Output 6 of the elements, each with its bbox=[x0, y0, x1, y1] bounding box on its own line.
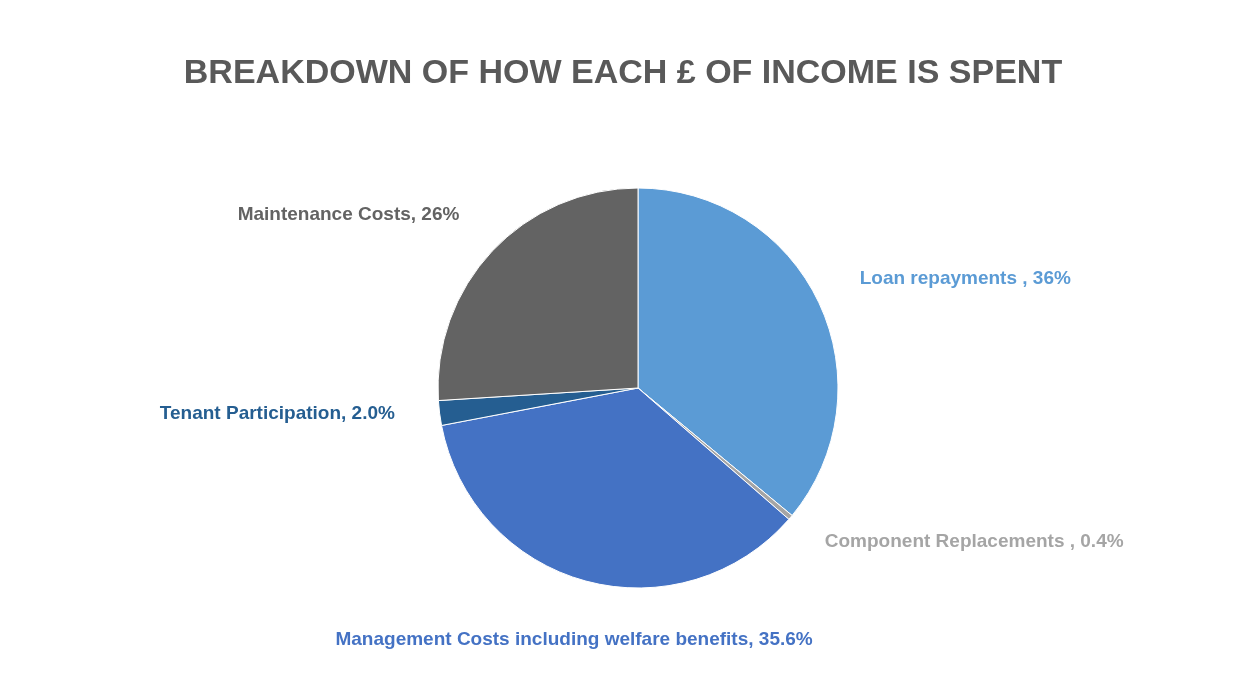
chart-title: BREAKDOWN OF HOW EACH £ OF INCOME IS SPENT bbox=[183, 52, 1063, 90]
slice-label: Management Costs including welfare benefits, 35.6% bbox=[335, 627, 813, 649]
slice-label: Tenant Participation, 2.0% bbox=[159, 401, 396, 423]
slice-label: Component Replacements , 0.4% bbox=[824, 529, 1124, 551]
slice-label: Maintenance Costs, 26% bbox=[237, 203, 460, 225]
slice-label: Loan repayments , 36% bbox=[859, 266, 1071, 288]
